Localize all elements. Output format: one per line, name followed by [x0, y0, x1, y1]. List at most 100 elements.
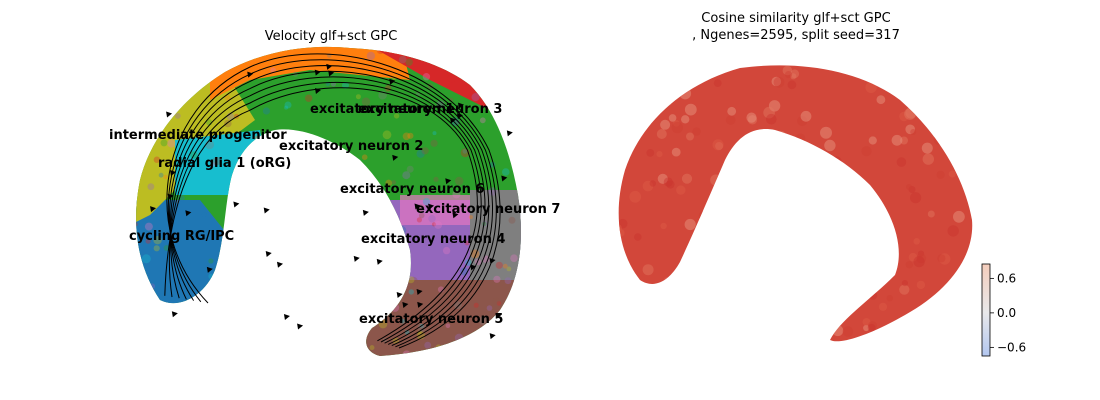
cell-point [145, 238, 151, 244]
cell-point [913, 256, 925, 268]
velocity-arrowhead [402, 301, 409, 308]
cell-point [787, 80, 797, 90]
velocity-arrowhead [353, 255, 360, 262]
velocity-arrowhead [233, 201, 240, 208]
cell-point [244, 254, 249, 259]
cell-point [361, 97, 371, 106]
cell-point [221, 348, 230, 356]
cell-point [662, 293, 671, 302]
velocity-arrowhead [470, 264, 477, 271]
cell-point [957, 293, 964, 300]
cell-point [374, 273, 380, 279]
cell-point [775, 130, 787, 142]
cell-point [692, 127, 701, 136]
cluster-label-excitatory-neuron-3: excitatory neuron 3 [358, 102, 502, 117]
cell-point [673, 120, 680, 127]
cluster-label-intermediate-progenitor: intermediate progenitor [109, 128, 287, 143]
cell-point [726, 234, 738, 245]
cell-point [158, 172, 164, 178]
cluster-label-radial-glia-1: radial glia 1 (oRG) [158, 156, 291, 171]
cell-point [908, 252, 918, 262]
velocity-arrows [150, 63, 513, 340]
cell-point [766, 319, 776, 329]
cell-point [366, 51, 376, 61]
cell-point [742, 204, 749, 211]
cell-point [473, 302, 479, 308]
cell-point [881, 72, 888, 79]
colorbar-tick-label: −0.6 [997, 340, 1026, 354]
cell-point [305, 279, 313, 287]
cell-point [427, 50, 434, 56]
cell-point [508, 216, 516, 224]
cell-point [420, 148, 428, 156]
cell-point [904, 342, 914, 352]
velocity-arrowhead [414, 203, 421, 210]
cell-point [353, 272, 361, 280]
cell-point [900, 136, 908, 145]
cell-point [642, 180, 654, 192]
cell-point [660, 222, 667, 230]
cell-point [147, 183, 155, 191]
cell-point [842, 326, 854, 337]
cell-point [771, 76, 782, 87]
cell-point [714, 266, 723, 276]
cell-point [350, 203, 359, 212]
cell-point [479, 117, 486, 124]
cell-point [289, 132, 296, 139]
cell-point [442, 246, 451, 255]
cell-point [407, 276, 415, 284]
cell-point [468, 215, 473, 220]
cell-point [390, 303, 400, 312]
cell-point [824, 139, 836, 152]
cell-point [266, 172, 273, 179]
cell-point [820, 126, 832, 139]
cell-point [462, 148, 468, 154]
cell-point [496, 46, 506, 53]
cell-point [318, 182, 327, 191]
cell-point [201, 351, 209, 356]
cell-point [369, 345, 375, 351]
cell-point [676, 185, 686, 195]
cell-point [286, 176, 291, 181]
cell-point [920, 326, 929, 336]
cluster-label-excitatory-neuron-1: excitatory neuron 1 [310, 102, 454, 117]
velocity-arrowhead [495, 312, 502, 319]
velocity-arrowhead [166, 111, 173, 118]
cell-point [936, 170, 945, 179]
cell-point [177, 334, 185, 343]
cell-point [717, 252, 728, 264]
cell-point [310, 306, 320, 316]
cell-point [921, 142, 933, 154]
velocity-arrowhead [396, 292, 403, 299]
velocity-arrowhead [457, 102, 464, 109]
cell-point [333, 164, 341, 171]
velocity-arrowhead [314, 88, 321, 95]
cell-point [490, 59, 497, 66]
cell-point [797, 115, 808, 127]
cell-point [305, 94, 313, 102]
cell-point [646, 101, 654, 109]
cell-point [175, 106, 182, 113]
cluster-labels: excitatory neuron 3 excitatory neuron 1 … [109, 102, 560, 327]
cell-point [160, 72, 167, 79]
cell-point [712, 229, 723, 240]
cell-point [515, 90, 521, 98]
cell-point [918, 98, 931, 111]
cell-point [144, 222, 153, 231]
cell-point [342, 81, 349, 89]
cell-point [663, 177, 673, 187]
cell-point [284, 105, 289, 110]
cluster-label-excitatory-neuron-5: excitatory neuron 5 [359, 312, 503, 327]
cell-point [955, 162, 962, 169]
cell-point [965, 181, 973, 190]
cell-point [458, 47, 468, 56]
cell-point [869, 283, 876, 290]
cell-point [788, 322, 799, 333]
cell-point [811, 146, 819, 154]
colorbar: 0.6 0.0 −0.6 [981, 263, 1026, 357]
cell-point [208, 273, 214, 279]
velocity-arrowhead [489, 333, 496, 340]
cell-point [841, 294, 848, 302]
cell-point [668, 114, 677, 122]
